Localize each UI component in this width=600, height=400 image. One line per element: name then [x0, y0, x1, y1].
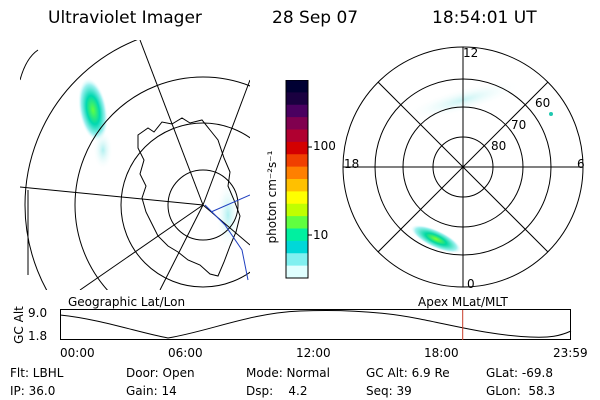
satellite-track — [204, 204, 249, 281]
colorbar-swatch — [286, 129, 308, 143]
aurora-faint-region — [93, 130, 113, 170]
right-panel-caption: Apex MLat/MLT — [418, 295, 508, 309]
colorbar-swatch — [286, 154, 308, 168]
time-label: 18:54:01 UT — [432, 8, 537, 28]
colorbar-swatch — [286, 216, 308, 230]
colorbar-swatch — [286, 104, 308, 118]
aurora-emission-region — [410, 224, 462, 254]
colorbar-swatch — [286, 203, 308, 217]
continent-outline — [137, 117, 241, 277]
mlt-label-6: 6 — [577, 157, 585, 171]
footer-mode: Mode: Normal — [246, 366, 330, 380]
time-tick-2: 12:00 — [296, 346, 331, 360]
mlt-label-0: 0 — [467, 277, 475, 291]
footer-gain: Gain: 14 — [126, 384, 177, 398]
colorbar-swatch — [286, 191, 308, 205]
lat-label-80: 80 — [491, 139, 507, 153]
colorbar-swatch — [286, 92, 308, 106]
colorbar-tick-10: 10 — [313, 228, 329, 242]
time-tick-3: 18:00 — [424, 346, 459, 360]
colorbar-swatch — [286, 166, 308, 180]
footer-filter: Flt: LBHL — [10, 366, 64, 380]
colorbar — [285, 80, 312, 279]
footer-glon: GLon: 58.3 — [486, 384, 556, 398]
colorbar-swatch — [286, 141, 308, 155]
aurora-faint-region — [216, 180, 240, 250]
mlt-label-12: 12 — [463, 46, 479, 60]
colorbar-tick-100: 100 — [313, 139, 336, 153]
lat-label-70: 70 — [511, 118, 527, 132]
colorbar-swatch — [286, 253, 308, 267]
footer-ip: IP: 36.0 — [10, 384, 56, 398]
time-tick-0: 00:00 — [60, 346, 95, 360]
footer-dsp: Dsp: 4.2 — [246, 384, 308, 398]
aurora-emission-region — [78, 78, 108, 142]
colorbar-swatch — [286, 265, 308, 279]
colorbar-swatch — [286, 80, 308, 93]
colorbar-unit-label: photon cm⁻²s⁻¹ — [265, 150, 279, 244]
altitude-plot — [60, 309, 572, 340]
colorbar-swatch — [286, 179, 308, 192]
instrument-title: Ultraviolet Imager — [48, 8, 202, 28]
date-label: 28 Sep 07 — [272, 8, 359, 28]
footer-seq: Seq: 39 — [366, 384, 412, 398]
footer-glat: GLat: -69.8 — [486, 366, 553, 380]
time-tick-4: 23:59 — [553, 346, 588, 360]
time-tick-1: 06:00 — [168, 346, 203, 360]
colorbar-swatch — [286, 240, 308, 254]
altitude-tick-high: 9.0 — [28, 306, 48, 320]
altitude-tick-low: 1.8 — [28, 329, 48, 343]
polar-mlt-map — [342, 46, 584, 288]
mlt-label-18: 18 — [344, 157, 360, 171]
left-panel-caption: Geographic Lat/Lon — [68, 295, 186, 309]
geographic-map — [20, 40, 250, 290]
lat-label-60: 60 — [535, 96, 551, 110]
altitude-curve — [60, 309, 572, 339]
colorbar-swatch — [286, 117, 308, 131]
colorbar-swatch — [286, 228, 308, 242]
altitude-axis-label: GC Alt — [12, 306, 26, 344]
footer-door: Door: Open — [126, 366, 195, 380]
footer-gc-alt: GC Alt: 6.9 Re — [366, 366, 450, 380]
